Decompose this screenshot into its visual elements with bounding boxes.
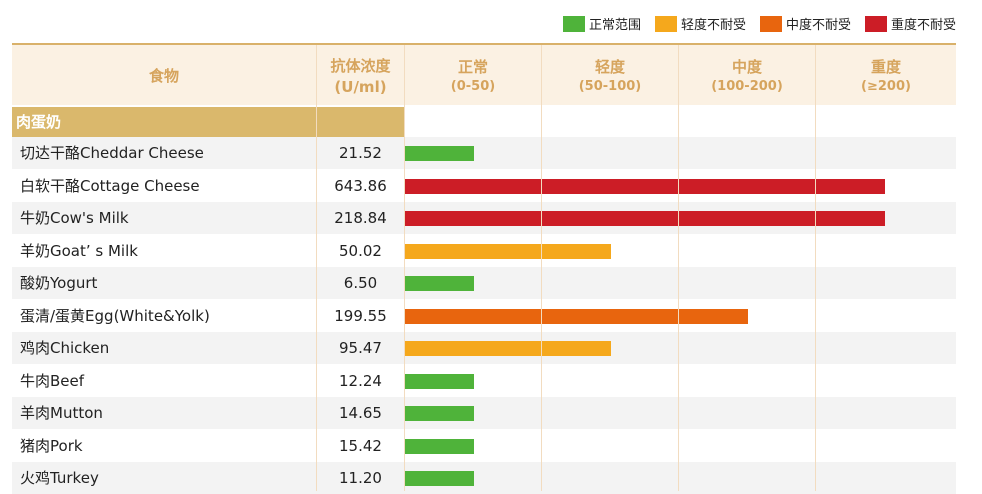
header-mild: 轻度 (50-100) xyxy=(542,45,678,105)
table-row: 白软干酪Cottage Cheese 643.86 xyxy=(12,170,956,202)
header-normal-range: (0-50) xyxy=(450,79,496,94)
table-row: 羊肉Mutton 14.65 xyxy=(12,397,956,429)
header-normal-label: 正常 xyxy=(457,58,488,76)
level-bar xyxy=(405,471,474,486)
level-bar xyxy=(405,243,611,259)
antibody-value: 95.47 xyxy=(339,339,382,357)
header-food: 食物 xyxy=(12,45,316,105)
table-row: 羊奶Goat’ s Milk 50.02 xyxy=(12,235,956,267)
antibody-value: 11.20 xyxy=(339,469,382,487)
food-name: 白软干酪Cottage Cheese xyxy=(20,176,200,195)
legend-label-severe: 重度不耐受 xyxy=(890,18,956,33)
divider-normal xyxy=(541,45,542,491)
level-bar xyxy=(405,373,474,389)
level-bar xyxy=(405,438,474,454)
legend-item-moderate: 中度不耐受 xyxy=(759,14,851,33)
level-bar xyxy=(405,211,885,226)
header-severe-range: (≥200) xyxy=(861,79,911,94)
level-bar xyxy=(405,341,611,356)
legend-swatch-mild xyxy=(654,15,677,32)
food-name: 猪肉Pork xyxy=(20,436,83,455)
header-concentration: 抗体浓度 (U/ml) xyxy=(317,45,404,105)
food-name: 蛋清/蛋黄Egg(White&Yolk) xyxy=(20,306,210,325)
table-row: 猪肉Pork 15.42 xyxy=(12,430,956,462)
legend-swatch-severe xyxy=(864,15,887,32)
antibody-value: 15.42 xyxy=(339,436,382,455)
header-conc-label: 抗体浓度 xyxy=(330,56,391,75)
level-bar xyxy=(405,406,474,421)
legend-label-mild: 轻度不耐受 xyxy=(680,18,746,33)
level-bar xyxy=(405,276,474,291)
antibody-value: 14.65 xyxy=(339,404,382,422)
table-row: 切达干酪Cheddar Cheese 21.52 xyxy=(12,137,956,169)
table-row: 鸡肉Chicken 95.47 xyxy=(12,332,956,364)
food-name: 鸡肉Chicken xyxy=(20,339,110,357)
header-food-label: 食物 xyxy=(148,66,179,85)
header-moderate-label: 中度 xyxy=(731,58,762,76)
antibody-value: 218.84 xyxy=(334,209,387,227)
legend-item-mild: 轻度不耐受 xyxy=(654,14,746,33)
antibody-value: 12.24 xyxy=(339,371,382,390)
header-severe: 重度 (≥200) xyxy=(816,45,956,105)
legend: 正常范围 轻度不耐受 中度不耐受 重度不耐受 xyxy=(562,14,956,33)
legend-item-normal: 正常范围 xyxy=(562,14,641,33)
legend-label-normal: 正常范围 xyxy=(588,18,641,33)
header-normal: 正常 (0-50) xyxy=(405,45,541,105)
divider-moderate xyxy=(815,45,816,491)
food-name: 牛奶Cow's Milk xyxy=(20,209,129,227)
divider-conc xyxy=(404,45,405,491)
food-name: 牛肉Beef xyxy=(20,371,85,390)
food-name: 羊肉Mutton xyxy=(20,404,103,422)
table-row: 酸奶Yogurt 6.50 xyxy=(12,267,956,299)
divider-mild xyxy=(678,45,679,491)
header-severe-label: 重度 xyxy=(870,58,901,76)
header-moderate: 中度 (100-200) xyxy=(679,45,815,105)
header-conc-unit: (U/ml) xyxy=(334,77,387,96)
food-name: 切达干酪Cheddar Cheese xyxy=(20,144,204,162)
food-name: 火鸡Turkey xyxy=(20,469,99,487)
food-name: 酸奶Yogurt xyxy=(20,274,98,292)
table-row: 牛肉Beef 12.24 xyxy=(12,365,956,397)
antibody-value: 50.02 xyxy=(339,241,382,260)
table-row: 牛奶Cow's Milk 218.84 xyxy=(12,202,956,234)
legend-item-severe: 重度不耐受 xyxy=(864,14,956,33)
antibody-value: 643.86 xyxy=(334,176,387,195)
header-mild-label: 轻度 xyxy=(594,58,625,76)
antibody-value: 6.50 xyxy=(343,274,378,292)
level-bar xyxy=(405,178,885,194)
level-bar xyxy=(405,146,474,161)
section-meat-egg-dairy: 肉蛋奶 xyxy=(12,107,404,137)
table-row: 蛋清/蛋黄Egg(White&Yolk) 199.55 xyxy=(12,300,956,332)
legend-swatch-normal xyxy=(562,15,585,32)
header-top-line xyxy=(12,43,956,45)
antibody-value: 199.55 xyxy=(334,306,387,325)
antibody-value: 21.52 xyxy=(339,144,382,162)
divider-food xyxy=(316,45,317,491)
header-mild-range: (50-100) xyxy=(578,79,642,94)
legend-label-moderate: 中度不耐受 xyxy=(785,18,851,33)
food-name: 羊奶Goat’ s Milk xyxy=(20,241,138,260)
legend-swatch-moderate xyxy=(759,15,782,32)
header-moderate-range: (100-200) xyxy=(711,79,783,94)
level-bar xyxy=(405,308,748,324)
